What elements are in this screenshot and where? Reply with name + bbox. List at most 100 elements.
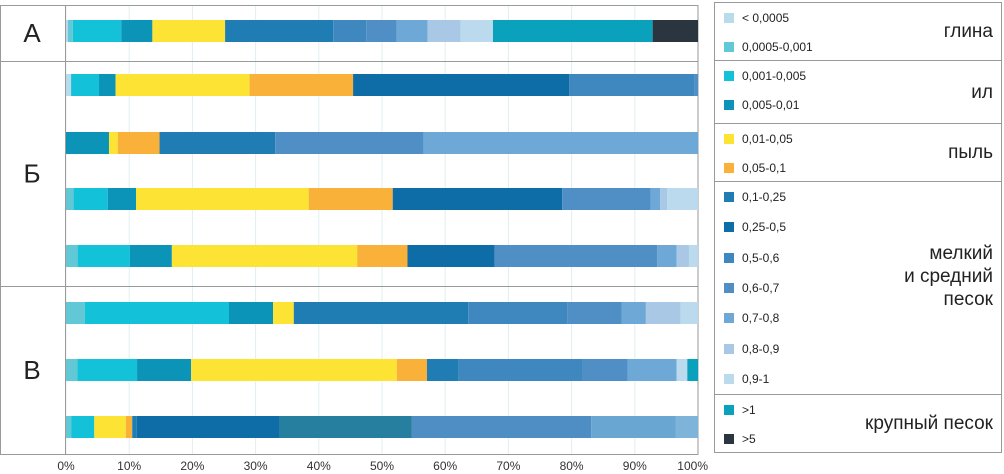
legend-item: >1 (715, 401, 756, 419)
bar-segment (137, 359, 192, 381)
bar-segment (492, 20, 653, 42)
group-label: А (23, 18, 41, 48)
bar-segment (125, 416, 133, 438)
bar-segment (66, 416, 72, 438)
legend-item: 0,6-0,7 (715, 279, 779, 297)
bar-segment (423, 132, 698, 154)
bar-row (66, 416, 698, 438)
x-tick-label: 100% (677, 459, 708, 473)
legend-item: < 0,0005 (715, 9, 789, 27)
legend-swatch (724, 163, 734, 173)
bar-segment (407, 245, 495, 267)
bar-segment (660, 188, 668, 210)
legend-label: 0,8-0,9 (742, 341, 780, 356)
bar-segment (396, 359, 427, 381)
bar-segment (688, 245, 698, 267)
legend-swatch (724, 13, 734, 23)
legend: < 0,0005 0,0005-0,001 глина 0,001-0,005 0,00… (714, 2, 1002, 453)
bar-segment (392, 188, 563, 210)
bar-segment (77, 359, 138, 381)
bar-segment (66, 302, 85, 324)
legend-label: 0,05-0,1 (742, 161, 787, 175)
group-label: Б (23, 159, 40, 189)
legend-swatch (724, 434, 734, 444)
legend-label: 0,6-0,7 (742, 280, 780, 295)
legend-label: 0,0005-0,001 (742, 40, 813, 54)
legend-group-title: мелкий и средний песок (904, 243, 993, 310)
legend-label: 0,25-0,5 (742, 220, 787, 235)
bar-segment (676, 245, 689, 267)
chart-frame (0, 5, 699, 455)
x-tick-label: 60% (433, 459, 457, 473)
legend-swatch (724, 252, 734, 263)
bar-row (66, 302, 698, 324)
legend-swatch (724, 192, 734, 202)
legend-item: 0,25-0,5 (715, 218, 786, 236)
legend-label: 0,01-0,05 (742, 132, 793, 146)
bar-segment (427, 20, 461, 42)
bar-row (66, 20, 698, 42)
bar-segment (159, 132, 276, 154)
legend-label: 0,5-0,6 (742, 250, 780, 265)
legend-group-title: глина (943, 21, 993, 42)
legend-swatch (724, 71, 734, 81)
bar-segment (115, 74, 250, 96)
legend-label: < 0,0005 (742, 11, 790, 25)
bar-row (66, 188, 698, 210)
bar-segment (66, 132, 109, 154)
bar-row (66, 132, 698, 154)
x-tick-label: 30% (244, 459, 268, 473)
bar-segment (279, 416, 412, 438)
bar-segment (426, 359, 459, 381)
bar-segment (275, 132, 424, 154)
bar-segment (468, 302, 568, 324)
bar-segment (229, 302, 274, 324)
bar-segment (273, 302, 294, 324)
bar-segment (621, 302, 646, 324)
legend-swatch (724, 343, 734, 354)
bar-segment (411, 416, 592, 438)
legend-item: 0,5-0,6 (715, 249, 779, 267)
plot-border (0, 5, 699, 455)
bar-segment (66, 188, 74, 210)
bar-segment (645, 302, 681, 324)
bar-segment (366, 20, 397, 42)
bar-segment (627, 359, 677, 381)
bar-segment (687, 359, 698, 381)
bar-segment (99, 74, 116, 96)
legend-group-title: пыль (948, 142, 993, 163)
x-tick-label: 90% (623, 459, 647, 473)
gridlines (65, 5, 699, 454)
legend-item: 0,05-0,1 (715, 159, 786, 177)
bar-segment (652, 20, 698, 42)
stacked-bar-chart: А Б В 0% 10% 20% 30% 40% 50% 60% 70% 80% 90% 100% (0, 5, 708, 473)
legend-group: >1 >5 крупный песок (715, 395, 1001, 453)
x-tick-label: 20% (180, 459, 204, 473)
group-labels: А Б В (23, 18, 41, 385)
group-label: В (23, 355, 40, 385)
bar-segment (293, 302, 469, 324)
bar-segment (66, 20, 68, 42)
bar-segment (94, 416, 126, 438)
bar-segment (121, 20, 153, 42)
bar-segment (132, 416, 137, 438)
x-tick-label: 10% (117, 459, 141, 473)
legend-item: 0,7-0,8 (715, 309, 779, 327)
bar-segment (249, 74, 354, 96)
x-tick-label: 70% (496, 459, 520, 473)
legend-item: >5 (715, 430, 756, 448)
bar-segment (225, 20, 334, 42)
bar-segment (353, 74, 570, 96)
legend-item: 0,01-0,05 (715, 130, 793, 148)
bar-segment (694, 74, 698, 96)
legend-item: 0,005-0,01 (715, 96, 799, 114)
legend-item: 0,1-0,25 (715, 188, 786, 206)
bar-segment (308, 188, 393, 210)
bar-segment (84, 302, 230, 324)
legend-group-title: ил (971, 81, 993, 103)
bar-segment (582, 359, 628, 381)
bar-segment (569, 74, 695, 96)
legend-group: < 0,0005 0,0005-0,001 глина (715, 3, 1001, 61)
x-tick-label: 50% (370, 459, 394, 473)
bar-segment (136, 416, 280, 438)
